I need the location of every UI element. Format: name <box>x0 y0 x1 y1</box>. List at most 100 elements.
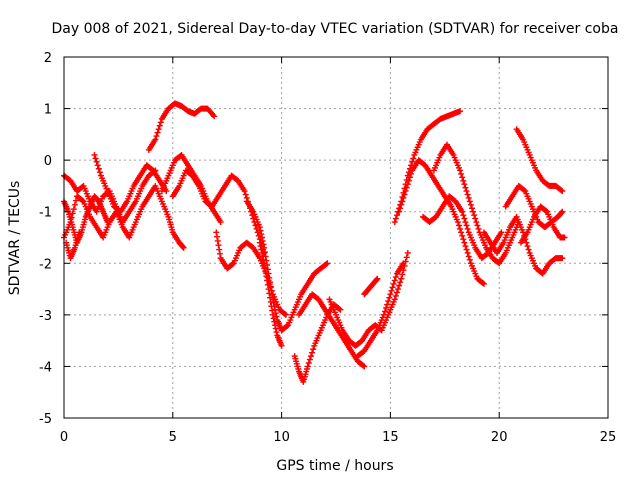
y-tick-label: -5 <box>39 412 52 427</box>
data-point <box>305 359 312 366</box>
data-point <box>210 112 217 119</box>
data-point <box>454 219 461 226</box>
data-point <box>388 287 395 294</box>
series-8 <box>213 229 289 318</box>
data-point <box>498 229 505 236</box>
data-point <box>463 222 470 229</box>
data-point <box>270 315 277 322</box>
data-point <box>386 294 393 301</box>
data-point <box>256 239 263 246</box>
data-point <box>306 356 313 363</box>
series-4 <box>91 151 170 215</box>
data-point <box>404 249 411 256</box>
data-point <box>263 273 270 280</box>
data-point <box>272 325 279 332</box>
data-point <box>393 212 400 219</box>
data-point <box>268 303 275 310</box>
data-point <box>281 310 288 317</box>
data-point <box>389 284 396 291</box>
data-point <box>462 243 469 250</box>
data-point <box>457 225 464 232</box>
data-point <box>324 260 331 267</box>
data-point <box>310 346 317 353</box>
data-point <box>395 286 402 293</box>
data-point <box>391 296 398 303</box>
data-point <box>460 177 467 184</box>
data-point <box>542 207 549 214</box>
data-point <box>462 184 469 191</box>
data-point <box>216 246 223 253</box>
data-point <box>409 158 416 165</box>
data-point <box>480 280 487 287</box>
series-1 <box>61 167 159 226</box>
data-point <box>264 277 271 284</box>
data-point <box>463 188 470 195</box>
data-point <box>397 279 404 286</box>
data-point <box>257 243 264 250</box>
series-23 <box>517 203 568 246</box>
data-point <box>272 322 279 329</box>
data-point <box>266 294 273 301</box>
data-point <box>524 243 531 250</box>
data-point <box>154 129 161 136</box>
data-point <box>385 298 392 305</box>
data-point <box>393 289 400 296</box>
data-point <box>214 237 221 244</box>
data-point <box>406 174 413 181</box>
data-point <box>469 205 475 212</box>
data-point <box>360 362 367 369</box>
data-point <box>307 353 314 360</box>
data-point <box>374 275 381 282</box>
data-point <box>473 219 480 226</box>
data-point <box>461 215 468 222</box>
data-point <box>272 306 279 313</box>
data-point <box>94 162 101 169</box>
data-point <box>257 227 264 234</box>
data-point <box>392 274 399 281</box>
x-tick-label: 15 <box>382 430 399 445</box>
x-tick-label: 20 <box>491 430 508 445</box>
data-point <box>269 311 276 318</box>
data-point <box>157 119 164 126</box>
data-point <box>155 126 162 133</box>
data-point <box>392 292 399 299</box>
data-point <box>399 198 406 205</box>
data-point <box>561 234 568 241</box>
series-18 <box>420 193 505 262</box>
data-point <box>398 275 405 282</box>
x-tick-label: 25 <box>600 430 617 445</box>
data-point <box>259 249 266 256</box>
data-point <box>282 311 289 318</box>
data-point <box>457 108 464 115</box>
data-point <box>265 286 272 293</box>
data-point <box>521 187 528 194</box>
data-point <box>323 261 330 268</box>
x-tick-label: 5 <box>169 430 177 445</box>
series-22 <box>513 126 566 195</box>
series-2 <box>61 193 111 246</box>
y-tick-label: -1 <box>39 206 52 221</box>
data-point <box>462 219 469 226</box>
data-point <box>91 151 98 158</box>
data-point <box>96 169 103 176</box>
data-point <box>242 191 249 198</box>
data-point <box>455 222 462 229</box>
data-point <box>271 318 278 325</box>
data-point <box>465 253 472 260</box>
plot-frame <box>63 56 609 419</box>
data-point <box>390 280 397 287</box>
data-point <box>460 212 467 219</box>
x-tick-label: 10 <box>273 430 290 445</box>
data-point <box>381 308 388 315</box>
series-19 <box>430 141 522 267</box>
data-point <box>304 363 311 370</box>
data-point <box>470 208 477 215</box>
series-7 <box>169 167 268 256</box>
data-point <box>71 201 78 208</box>
data-point <box>466 198 473 205</box>
data-point <box>95 165 102 172</box>
data-point <box>402 188 409 195</box>
data-point <box>261 264 268 271</box>
data-point <box>266 290 273 297</box>
